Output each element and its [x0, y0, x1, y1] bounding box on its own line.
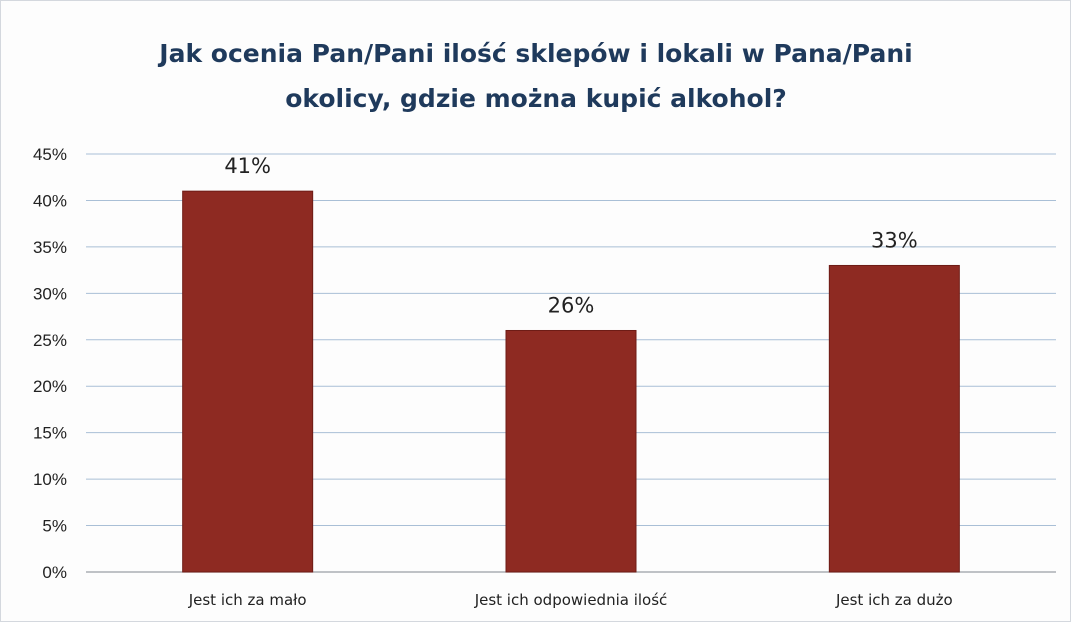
y-tick-label: 35%	[33, 238, 67, 257]
y-tick-label: 15%	[33, 424, 67, 443]
y-tick-label: 40%	[33, 191, 67, 210]
chart-title-line-1: Jak ocenia Pan/Pani ilość sklepów i loka…	[159, 39, 913, 68]
chart-title-line-2: okolicy, gdzie można kupić alkohol?	[285, 84, 787, 113]
data-label: 26%	[548, 293, 595, 317]
x-category-label: Jest ich za mało	[188, 591, 307, 609]
y-tick-label: 45%	[33, 145, 67, 164]
data-label: 41%	[224, 154, 271, 178]
data-label: 33%	[871, 228, 918, 252]
x-category-label: Jest ich odpowiednia ilość	[474, 591, 668, 609]
y-tick-label: 10%	[33, 470, 67, 489]
y-tick-label: 25%	[33, 331, 67, 350]
bar	[505, 329, 637, 573]
bar	[182, 190, 314, 573]
bar	[828, 264, 960, 573]
chart-title: Jak ocenia Pan/Pani ilość sklepów i loka…	[61, 31, 1011, 121]
y-tick-label: 0%	[42, 563, 67, 582]
y-tick-label: 20%	[33, 377, 67, 396]
y-tick-label: 5%	[42, 517, 67, 536]
y-tick-label: 30%	[33, 284, 67, 303]
x-category-label: Jest ich za dużo	[835, 591, 953, 609]
